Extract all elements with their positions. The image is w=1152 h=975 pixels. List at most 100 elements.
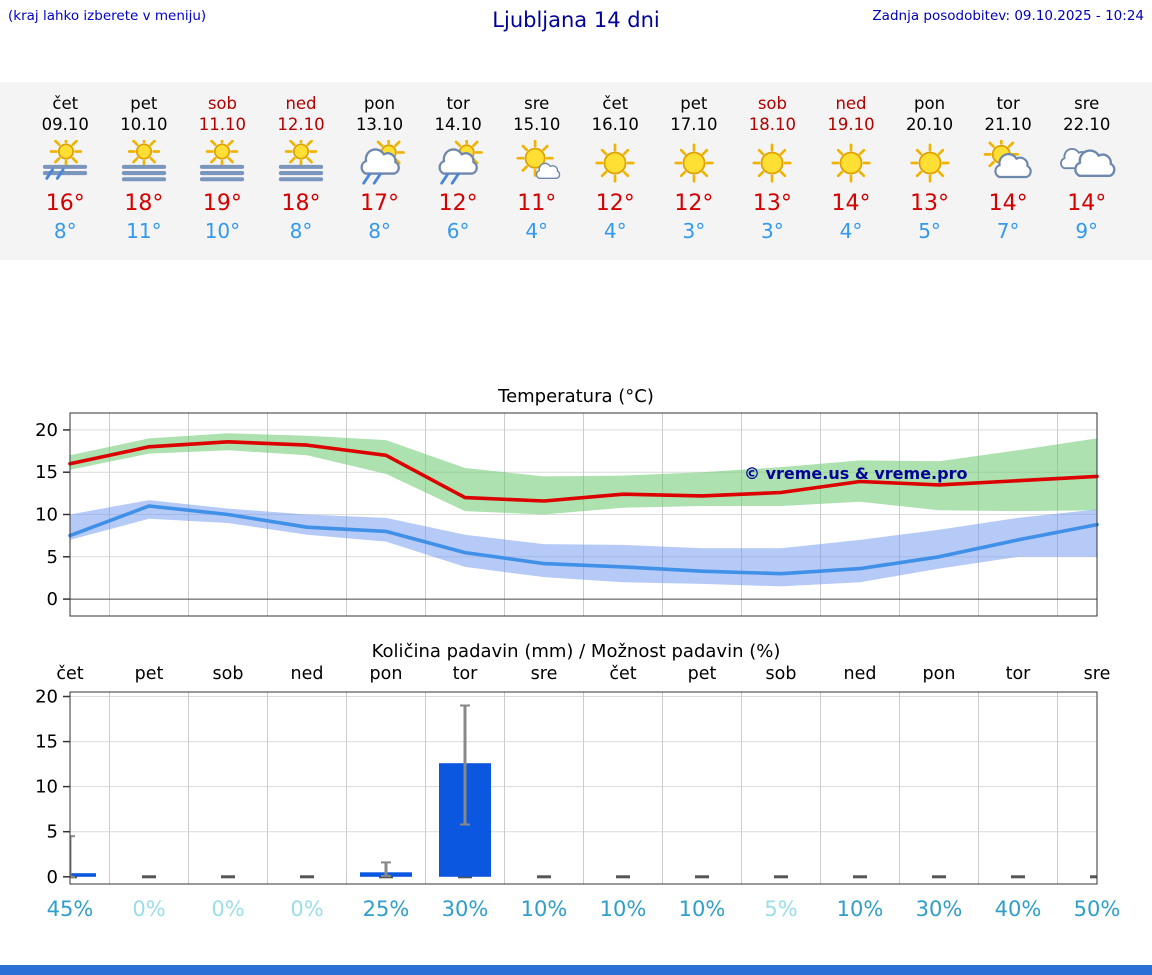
sun-fog-rain-icon [43,140,88,180]
chart-day-label: ned [844,664,877,684]
chart-day-label: tor [1006,664,1032,684]
forecast-day-column[interactable]: pet 17.10 12° 3° [655,94,734,260]
precip-probability: 10% [600,897,647,921]
forecast-strip: čet 09.10 16° 8° pet 10.10 18° 11° sob 11.10 19° 10… [0,82,1152,260]
max-temp-line [68,439,1099,503]
sun-fog-icon [121,140,166,182]
high-temp: 12° [674,191,714,216]
chart-day-label: pon [923,664,956,684]
precip-gridlines [70,692,1097,884]
day-name: pet [130,94,158,113]
precip-probability: 30% [916,897,963,921]
low-temp: 9° [1075,219,1099,243]
forecast-day-column[interactable]: sob 11.10 19° 10° [183,94,262,260]
chart-day-label: pet [688,664,717,684]
forecast-day-column[interactable]: čet 16.10 12° 4° [576,94,655,260]
zero-tick [853,875,867,879]
high-temp: 18° [124,191,164,216]
chart-day-label: pon [370,664,403,684]
high-temp: 13° [752,191,792,216]
zero-tick [932,875,946,879]
forecast-day-column[interactable]: ned 12.10 18° 8° [262,94,341,260]
zero-tick [1090,875,1097,879]
sun-cloud-rain-icon [438,140,483,185]
precip-probability: 0% [132,897,165,921]
page-title: Ljubljana 14 dni [492,8,660,32]
y-tick-label: 5 [47,547,58,568]
precipitation-chart: čet pet sob ned pon tor sre čet pet sob ned pon tor s… [35,664,1120,921]
y-tick-label: 15 [35,462,58,483]
day-name: tor [446,94,470,113]
high-temp: 14° [988,191,1028,216]
chart-day-label: sob [213,664,244,684]
precip-probability: 0% [211,897,244,921]
day-date: 20.10 [905,115,954,134]
forecast-day-column[interactable]: ned 19.10 14° 4° [812,94,891,260]
day-name: sre [1074,94,1100,113]
chart-day-label: tor [453,664,479,684]
forecast-day-column[interactable]: sre 15.10 11° 4° [497,94,576,260]
zero-tick [1011,875,1025,879]
high-temp: 18° [281,191,321,216]
low-temp: 4° [525,219,549,243]
zero-tick [537,875,551,879]
day-date: 17.10 [670,115,718,134]
precip-probability: 45% [47,897,94,921]
day-name: pon [914,94,946,113]
day-name: sob [207,94,237,113]
day-date: 21.10 [984,115,1032,134]
day-name: pet [680,94,708,113]
day-name: čet [602,94,629,113]
precip-probability: 30% [442,897,489,921]
precip-probability: 25% [363,897,410,921]
sun-fog-icon [278,140,324,182]
day-date: 13.10 [355,115,404,134]
low-temp: 8° [53,219,77,243]
day-name: ned [285,94,317,113]
day-date: 11.10 [198,115,247,134]
zero-tick [221,875,235,879]
y-tick-label: 10 [35,777,58,798]
precip-probability: 0% [290,897,323,921]
low-temp: 3° [761,219,784,243]
max-temp-range-band [70,433,1097,515]
forecast-day-column[interactable]: tor 21.10 14° 7° [969,94,1048,260]
day-date: 19.10 [827,115,875,134]
low-temp: 3° [682,219,706,243]
precip-probability: 40% [995,897,1042,921]
low-temp: 6° [446,219,470,243]
sun-icon [595,143,635,183]
high-temp: 11° [517,191,557,216]
temperature-chart: 0 5 10 15 20 © vreme.us & vreme.pro [35,412,1099,617]
high-temp: 19° [202,191,242,216]
low-temp: 7° [996,219,1020,243]
chart-day-label: čet [609,664,636,684]
chart-day-label: sre [531,664,558,684]
forecast-day-column[interactable]: sob 18.10 13° 3° [733,94,812,260]
low-temp: 5° [918,219,941,243]
day-date: 16.10 [591,115,639,134]
forecast-day-column[interactable]: pon 13.10 17° 8° [340,94,419,260]
y-tick-label: 20 [35,687,58,708]
chart-day-label: ned [291,664,324,684]
sun-icon [910,143,950,183]
y-tick-label: 15 [35,732,58,753]
day-name: pon [364,94,396,113]
sun-cloud-icon [983,140,1032,179]
low-temp: 4° [839,219,863,243]
day-name: tor [996,94,1020,113]
precip-probability: 10% [837,897,884,921]
cloudy-icon [1059,148,1116,178]
forecast-day-column[interactable]: tor 14.10 12° 6° [419,94,498,260]
precip-bar [70,873,96,877]
day-date: 15.10 [513,115,561,134]
forecast-day-column[interactable]: pet 10.10 18° 11° [105,94,184,260]
day-date: 18.10 [748,115,797,134]
low-temp: 8° [289,219,313,243]
forecast-day-column[interactable]: pon 20.10 13° 5° [890,94,969,260]
location-menu-hint: (kraj lahko izberete v meniju) [8,8,207,24]
forecast-day-column[interactable]: čet 09.10 16° 8° [26,94,105,260]
forecast-day-column[interactable]: sre 22.10 14° 9° [1047,94,1126,260]
zero-tick [774,875,788,879]
chart-day-label: sre [1084,664,1111,684]
